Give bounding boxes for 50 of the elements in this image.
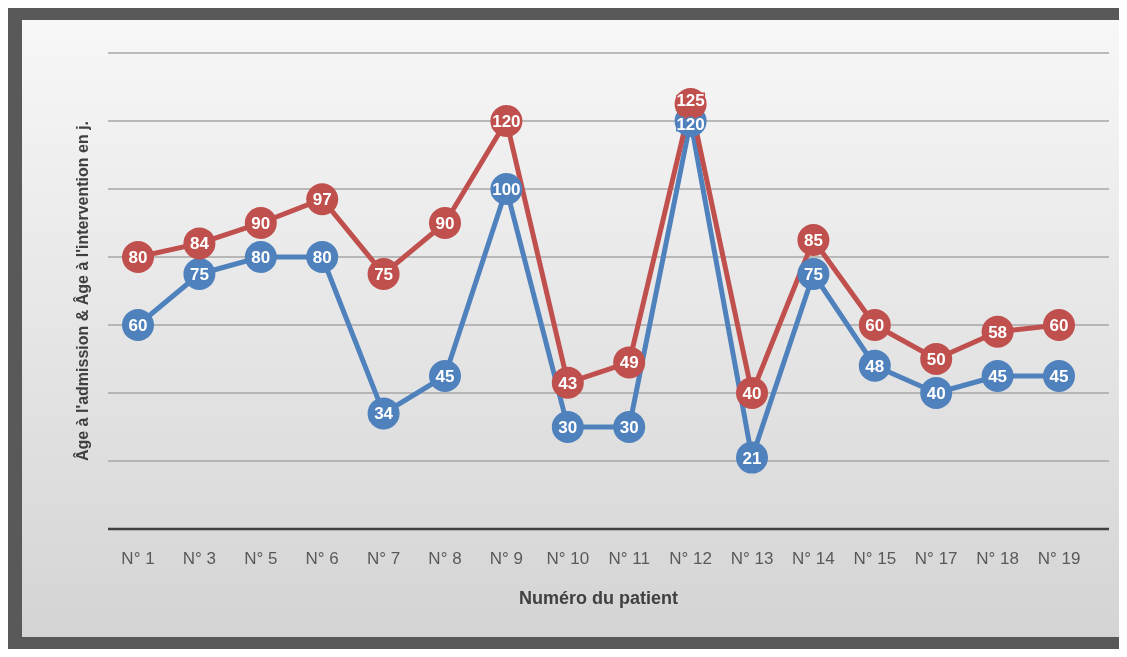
data-label: 85: [803, 230, 823, 250]
data-label: 80: [251, 247, 271, 267]
data-label: 30: [619, 417, 639, 437]
data-label: 45: [1049, 366, 1069, 386]
data-label: 75: [189, 264, 209, 284]
x-tick-label: N° 14: [792, 549, 835, 568]
data-label: 120: [492, 111, 521, 131]
x-tick-label: N° 11: [608, 549, 650, 568]
data-label: 75: [374, 264, 394, 284]
data-label: 45: [435, 366, 455, 386]
x-tick-label: N° 5: [244, 549, 278, 568]
data-label: 90: [251, 213, 271, 233]
x-tick-label: N° 8: [428, 549, 462, 568]
x-tick-label: N° 7: [366, 549, 401, 568]
data-label: 58: [988, 322, 1008, 342]
x-tick-label: N° 15: [853, 549, 897, 568]
x-tick-label: N° 10: [546, 549, 590, 568]
data-label: 120: [676, 115, 705, 135]
x-tick-label: N° 12: [669, 549, 712, 568]
x-tick-label: N° 17: [914, 549, 958, 568]
data-label: 80: [128, 247, 148, 267]
data-label: 48: [865, 356, 885, 376]
data-label: 84: [189, 234, 210, 254]
data-label: 90: [435, 213, 455, 233]
y-axis-title: Âge à l'admission & Âge à l'intervention en j.: [73, 120, 91, 462]
x-tick-label: N° 18: [976, 549, 1019, 568]
data-label: 43: [558, 373, 578, 393]
data-label: 40: [742, 383, 762, 403]
data-label: 125: [676, 91, 705, 111]
data-label: 49: [619, 353, 639, 373]
data-label: 50: [926, 349, 946, 369]
data-label: 45: [988, 366, 1008, 386]
data-label: 60: [865, 315, 885, 335]
x-tick-label: N° 19: [1037, 549, 1081, 568]
x-tick-label: N° 6: [305, 549, 339, 568]
data-label: 60: [1049, 315, 1069, 335]
data-label: 60: [128, 315, 148, 335]
x-axis-title: Numéro du patient: [518, 588, 679, 608]
data-label: 100: [492, 179, 521, 199]
data-label: 75: [803, 264, 823, 284]
data-label: 80: [312, 247, 332, 267]
data-label: 97: [312, 190, 332, 210]
x-tick-label: N° 3: [182, 549, 217, 568]
x-tick-label: N° 13: [730, 549, 774, 568]
data-label: 34: [374, 404, 394, 424]
data-label: 21: [742, 448, 762, 468]
x-tick-label: N° 9: [489, 549, 524, 568]
data-label: 40: [926, 383, 946, 403]
x-tick-label: N° 1: [121, 549, 155, 568]
data-label: 30: [558, 417, 578, 437]
